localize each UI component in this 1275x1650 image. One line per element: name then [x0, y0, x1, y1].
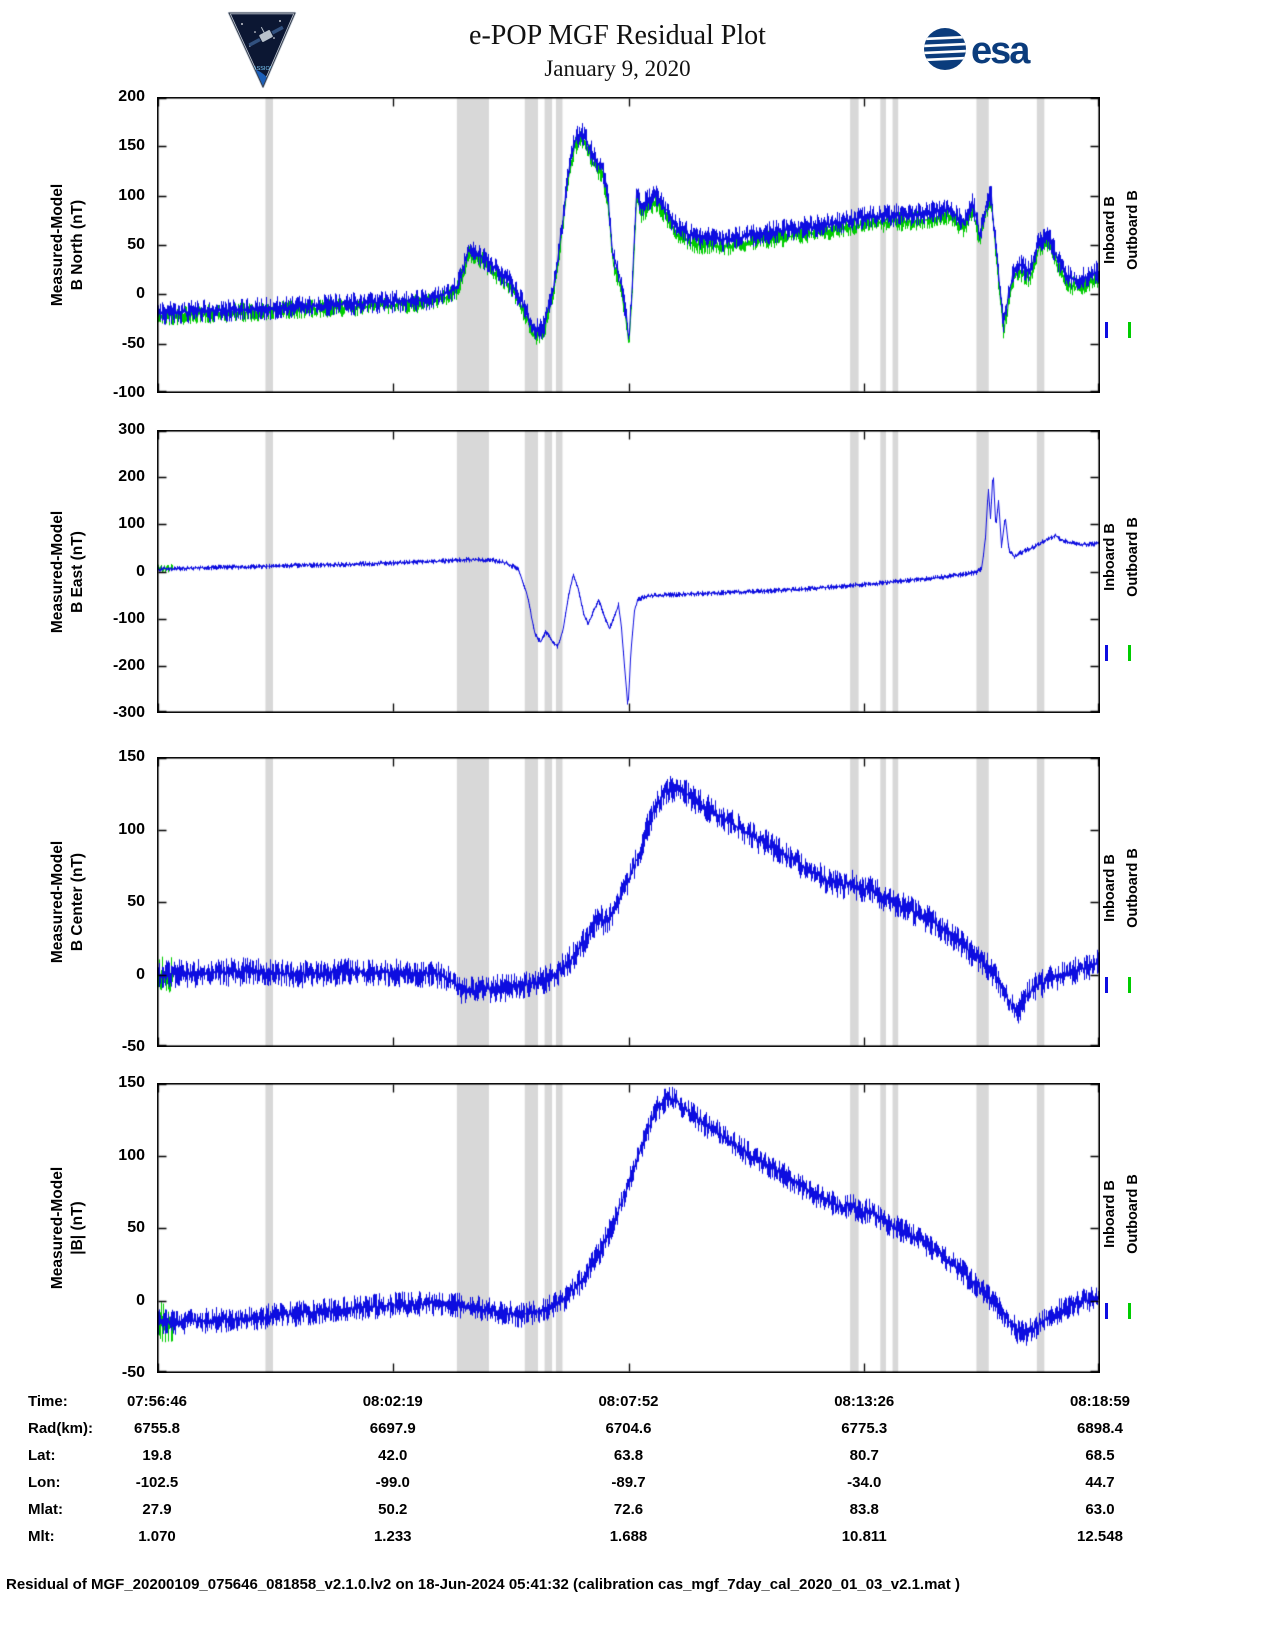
y-tick-label: -100: [112, 384, 145, 401]
y-tick-label: 50: [127, 236, 145, 253]
ephemeris-value: 6704.6: [605, 1420, 652, 1437]
ephemeris-value: 63.0: [1085, 1501, 1115, 1518]
plot-canvas-b-north: [157, 97, 1100, 393]
ephemeris-value: 6697.9: [369, 1420, 416, 1437]
legend-outboard-label: Outboard B: [1125, 1173, 1141, 1254]
ephemeris-value: 08:07:52: [598, 1393, 659, 1410]
y-tick-label: 150: [118, 1074, 145, 1091]
ephemeris-row-label: Mlt:: [28, 1528, 55, 1545]
legend-inboard-mark: [1105, 645, 1108, 662]
y-tick-label: 100: [118, 820, 145, 838]
legend-outboard-mark: [1128, 321, 1131, 338]
plot-canvas-b-center: [157, 757, 1100, 1047]
ephemeris-row-label: Lon:: [28, 1474, 61, 1491]
plot-canvas-b-east: [157, 430, 1100, 713]
y-tick-label: -50: [121, 1364, 145, 1381]
y-tick-label: -50: [121, 1038, 145, 1055]
y-tick-label: 150: [118, 137, 145, 155]
ephemeris-value: 42.0: [378, 1447, 408, 1464]
ephemeris-value: 44.7: [1085, 1474, 1115, 1491]
ephemeris-value: 07:56:46: [126, 1393, 188, 1410]
ephemeris-value: 27.9: [142, 1501, 172, 1518]
chart-panel-b-center: Measured-Model B Center (nT) Inboard B O…: [0, 748, 1275, 1055]
cassiope-logo-svg: CASSIOPE: [227, 11, 297, 89]
ephemeris-value: 19.8: [142, 1447, 172, 1464]
y-tick-label: 0: [136, 1291, 145, 1309]
esa-globe-icon: [924, 28, 966, 70]
chart-panel-b-east: Measured-Model B East (nT) Inboard B Out…: [0, 421, 1275, 721]
ephemeris-value: 10.811: [841, 1528, 887, 1545]
ephemeris-value: 80.7: [849, 1447, 879, 1464]
legend-inboard-label: Inboard B: [1102, 196, 1118, 265]
esa-logo-svg: esa: [924, 28, 1033, 72]
y-tick-label: 50: [127, 1219, 145, 1236]
legend-outboard-label: Outboard B: [1125, 847, 1141, 928]
y-tick-label: 0: [136, 562, 145, 580]
ephemeris-value: -89.7: [611, 1474, 646, 1491]
ephemeris-value: 72.6: [613, 1501, 644, 1518]
y-tick-label: 100: [118, 515, 145, 533]
y-tick-label: 150: [118, 748, 145, 765]
ephemeris-value: 1.688: [609, 1528, 648, 1545]
y-tick-label: 0: [136, 285, 145, 303]
plot-canvas-b-magnitude: [157, 1083, 1100, 1373]
legend-outboard-mark: [1128, 645, 1131, 662]
chart-subtitle: January 9, 2020: [544, 56, 691, 81]
ephemeris-value: 1.070: [138, 1528, 176, 1545]
y-tick-label: -300: [112, 704, 145, 721]
ephemeris-value: -34.0: [847, 1474, 882, 1491]
ephemeris-value: -99.0: [375, 1474, 410, 1491]
legend-inboard-label: Inboard B: [1102, 523, 1118, 592]
ephemeris-value: 50.2: [378, 1501, 408, 1518]
legend-outboard-mark: [1128, 1303, 1131, 1320]
ephemeris-value: 08:02:19: [362, 1393, 423, 1410]
ephemeris-value: 08:13:26: [834, 1393, 895, 1410]
ephemeris-value: 1.233: [373, 1528, 412, 1545]
ephemeris-value: 6775.3: [841, 1420, 888, 1437]
ephemeris-row-label: Mlat:: [28, 1501, 63, 1518]
y-tick-label: 200: [118, 88, 145, 105]
legend-inboard-mark: [1105, 977, 1108, 994]
legend-outboard-mark: [1128, 977, 1131, 994]
ephemeris-value: 83.8: [849, 1501, 879, 1518]
footer-text: Residual of MGF_20200109_075646_081858_v…: [6, 1576, 960, 1593]
satellite-icon: [248, 25, 284, 47]
y-tick-label: 0: [136, 965, 145, 983]
legend-inboard-label: Inboard B: [1102, 853, 1118, 922]
y-tick-label: 100: [118, 1146, 145, 1164]
mission-logo-text: CASSIOPE: [249, 66, 277, 72]
legend-inboard-mark: [1105, 1303, 1108, 1320]
chart-panel-b-north: Measured-Model B North (nT) Inboard B Ou…: [0, 88, 1275, 401]
y-tick-label: 50: [127, 893, 145, 910]
legend-outboard-label: Outboard B: [1125, 517, 1141, 598]
ephemeris-row-label: Time:: [28, 1393, 68, 1410]
esa-logo-text: esa: [971, 30, 1031, 72]
y-tick-label: 200: [118, 468, 145, 486]
ephemeris-value: -102.5: [135, 1474, 179, 1491]
legend-outboard-label: Outboard B: [1125, 190, 1141, 271]
ephemeris-value: 6755.8: [134, 1420, 180, 1437]
legend-inboard-mark: [1105, 321, 1108, 338]
ephemeris-value: 68.5: [1085, 1447, 1115, 1464]
ephemeris-value: 63.8: [613, 1447, 644, 1464]
y-tick-label: -200: [112, 656, 145, 674]
y-tick-label: -100: [112, 609, 145, 627]
ephemeris-value: 6898.4: [1077, 1420, 1123, 1437]
y-tick-label: -50: [121, 334, 145, 352]
ephemeris-value: 08:18:59: [1069, 1393, 1131, 1410]
legend-inboard-label: Inboard B: [1102, 1179, 1118, 1248]
ephemeris-row-label: Lat:: [28, 1447, 56, 1464]
cassiope-mission-logo: CASSIOPE: [222, 8, 302, 97]
chart-title: e-POP MGF Residual Plot: [469, 20, 766, 51]
esa-logo: esa: [922, 24, 1042, 79]
ephemeris-table: Time: 07:56:46 08:02:19 08:07:52 08:13:26 08:…: [0, 1392, 1275, 1562]
y-tick-label: 300: [118, 421, 145, 438]
ephemeris-row-label: Rad(km):: [28, 1420, 94, 1437]
chart-panel-b-magnitude: Measured-Model |B| (nT) Inboard B Outboa…: [0, 1074, 1275, 1381]
ephemeris-value: 12.548: [1077, 1528, 1123, 1545]
y-tick-label: 100: [118, 186, 145, 204]
